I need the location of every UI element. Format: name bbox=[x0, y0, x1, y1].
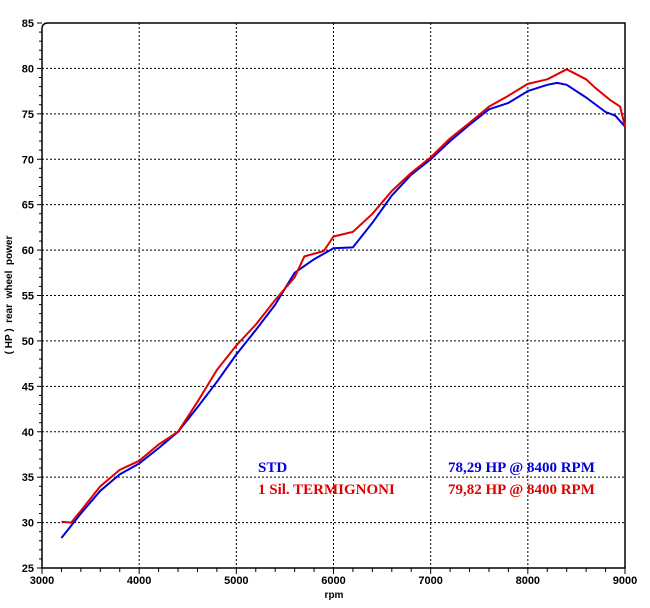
y-tick-label: 65 bbox=[22, 200, 34, 212]
x-tick-label: 4000 bbox=[127, 575, 151, 587]
legend-termignoni-peak: 79,82 HP @ 8400 RPM bbox=[448, 482, 595, 498]
y-tick-label: 35 bbox=[22, 472, 34, 484]
y-tick-label: 85 bbox=[22, 18, 34, 30]
x-tick-label: 6000 bbox=[321, 575, 345, 587]
y-tick-label: 45 bbox=[22, 381, 34, 393]
legend-std-name: STD bbox=[258, 460, 287, 476]
grid bbox=[42, 23, 625, 568]
series-line-1-sil-termignoni bbox=[61, 68, 626, 524]
series-lines bbox=[60, 68, 626, 539]
x-axis-label: rpm bbox=[325, 590, 344, 601]
y-tick-label: 75 bbox=[22, 109, 34, 121]
y-axis-label: ( HP ) rear wheel power bbox=[4, 236, 15, 355]
y-tick-label: 70 bbox=[22, 154, 34, 166]
axis-ticks: 3000 4000 5000 6000 7000 8000 9000 25 30 35 40 45 50… bbox=[22, 18, 637, 587]
x-tick-label: 8000 bbox=[516, 575, 540, 587]
y-tick-label: 80 bbox=[22, 63, 34, 75]
y-tick-label: 25 bbox=[22, 563, 34, 575]
x-tick-label: 9000 bbox=[613, 575, 637, 587]
y-tick-label: 60 bbox=[22, 245, 34, 257]
x-tick-label: 5000 bbox=[224, 575, 248, 587]
plot-frame bbox=[41, 22, 626, 569]
legend-termignoni-name: 1 Sil. TERMIGNONI bbox=[258, 482, 395, 498]
y-tick-label: 40 bbox=[22, 427, 34, 439]
y-tick-label: 50 bbox=[22, 336, 34, 348]
legend-std-peak: 78,29 HP @ 8400 RPM bbox=[448, 460, 595, 476]
x-tick-label: 3000 bbox=[30, 575, 54, 587]
series-line-std bbox=[60, 81, 626, 539]
x-tick-label: 7000 bbox=[418, 575, 442, 587]
y-tick-label: 55 bbox=[22, 291, 34, 303]
legend: STD 78,29 HP @ 8400 RPM 1 Sil. TERMIGNON… bbox=[258, 460, 595, 498]
y-tick-label: 30 bbox=[22, 518, 34, 530]
